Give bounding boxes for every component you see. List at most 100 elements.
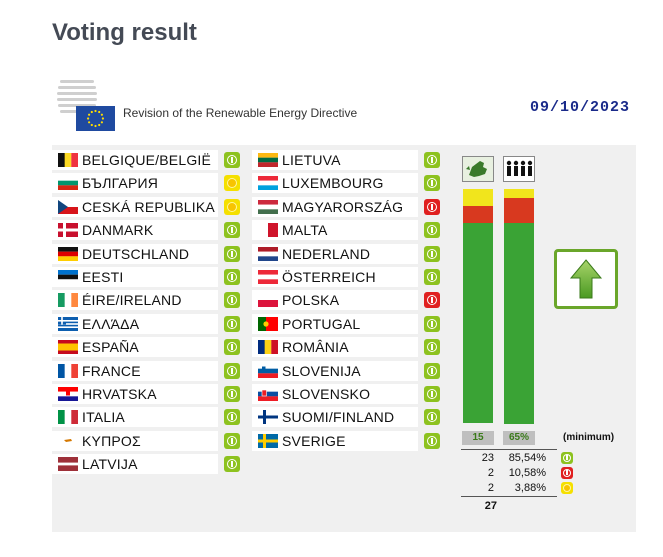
country-row-be: BELGIQUE/BELGIË bbox=[52, 150, 218, 170]
flag-fr-icon bbox=[58, 363, 78, 378]
flag-lt-icon bbox=[258, 153, 278, 168]
flag-hu-icon bbox=[258, 199, 278, 214]
country-name: ROMÂNIA bbox=[282, 339, 349, 356]
vote-dot bbox=[427, 435, 437, 446]
vote-mark bbox=[431, 344, 433, 351]
country-name: HRVATSKA bbox=[82, 386, 157, 402]
vote-yes-icon bbox=[424, 175, 440, 192]
vote-mark bbox=[431, 274, 433, 280]
vote-dot bbox=[227, 435, 237, 446]
bar-segment-yes bbox=[463, 223, 493, 423]
vote-yes-icon bbox=[424, 339, 440, 356]
vote-abstain-icon bbox=[224, 175, 240, 192]
bar-segment-no bbox=[504, 198, 534, 223]
tally-percent: 3,88% bbox=[514, 482, 546, 494]
vote-dot bbox=[227, 365, 237, 376]
vote-dot bbox=[427, 318, 437, 329]
vote-yes-icon bbox=[424, 409, 440, 426]
country-row-ee: EESTI bbox=[52, 267, 218, 287]
vote-yes-icon bbox=[424, 245, 440, 262]
vote-yes-icon bbox=[424, 222, 440, 239]
vote-dot bbox=[427, 389, 437, 399]
country-name: LATVIJA bbox=[82, 456, 138, 473]
flag-bg-icon bbox=[58, 176, 78, 191]
vote-yes-icon bbox=[424, 315, 440, 332]
vote-dot bbox=[227, 201, 237, 212]
eu-flag-icon bbox=[76, 106, 115, 131]
vote-dot bbox=[427, 272, 437, 282]
vote-dot bbox=[227, 155, 237, 165]
flag-cz-icon bbox=[58, 199, 78, 214]
vote-mark bbox=[231, 250, 233, 257]
country-name: DANMARK bbox=[82, 222, 154, 239]
vote-yes-icon bbox=[224, 245, 240, 262]
vote-yes-icon bbox=[224, 222, 240, 239]
country-row-pt: PORTUGAL bbox=[252, 313, 418, 334]
country-name: EESTI bbox=[82, 269, 124, 285]
vote-dot bbox=[427, 365, 437, 376]
header-strip bbox=[52, 77, 636, 145]
vote-dot bbox=[227, 389, 237, 399]
vote-dot bbox=[563, 469, 571, 477]
vote-abstain-icon bbox=[224, 198, 240, 215]
vote-dot bbox=[227, 295, 237, 306]
vote-dot bbox=[227, 342, 237, 353]
vote-yes-icon bbox=[224, 409, 240, 426]
tally-percent: 85,54% bbox=[508, 452, 546, 464]
eu-map-icon bbox=[462, 156, 494, 182]
vote-mark bbox=[231, 297, 233, 304]
vote-yes-icon bbox=[561, 452, 573, 464]
vote-mark bbox=[231, 414, 233, 421]
vote-yes-icon bbox=[224, 269, 240, 285]
vote-dot bbox=[227, 225, 237, 236]
vote-yes-icon bbox=[424, 432, 440, 449]
vote-mark bbox=[431, 297, 433, 304]
country-row-sk: SLOVENSKO bbox=[252, 384, 418, 404]
country-name: FRANCE bbox=[82, 362, 141, 379]
country-name: DEUTSCHLAND bbox=[82, 245, 190, 262]
vote-dot bbox=[427, 295, 437, 306]
tally-count: 2 bbox=[487, 482, 494, 494]
vote-mark bbox=[431, 367, 433, 374]
flag-ie-icon bbox=[58, 293, 78, 308]
bar-segment-yes bbox=[504, 223, 534, 424]
tally-count: 23 bbox=[481, 452, 494, 464]
vote-dot bbox=[227, 318, 237, 329]
country-row-lu: LUXEMBOURG bbox=[252, 173, 418, 194]
vote-no-icon bbox=[561, 467, 573, 479]
country-name: SVERIGE bbox=[282, 432, 346, 449]
population-threshold: 65% bbox=[503, 431, 535, 445]
flag-mt-icon bbox=[258, 223, 278, 238]
vote-yes-icon bbox=[224, 386, 240, 402]
vote-mark bbox=[431, 180, 433, 187]
vote-dot bbox=[563, 454, 571, 462]
tally-percent: 10,58% bbox=[508, 467, 546, 479]
flag-ro-icon bbox=[258, 340, 278, 355]
vote-mark bbox=[431, 414, 433, 421]
bar-segment-abstain bbox=[463, 189, 493, 206]
country-row-si: SLOVENIJA bbox=[252, 360, 418, 381]
flag-it-icon bbox=[58, 410, 78, 425]
vote-yes-icon bbox=[424, 386, 440, 402]
country-name: SUOMI/FINLAND bbox=[282, 409, 395, 426]
vote-dot bbox=[427, 178, 437, 189]
vote-dot bbox=[427, 412, 437, 423]
country-row-it: ITALIA bbox=[52, 407, 218, 428]
country-row-fr: FRANCE bbox=[52, 360, 218, 381]
country-name: ΚΥΠΡΟΣ bbox=[82, 432, 141, 449]
people-icon bbox=[503, 156, 535, 182]
country-row-lv: LATVIJA bbox=[52, 454, 218, 475]
vote-dot bbox=[563, 484, 571, 492]
country-row-ro: ROMÂNIA bbox=[252, 337, 418, 358]
country-name: NEDERLAND bbox=[282, 245, 371, 262]
vote-mark bbox=[231, 437, 233, 444]
flag-at-icon bbox=[258, 270, 278, 285]
country-name: PORTUGAL bbox=[282, 315, 361, 332]
vote-dot bbox=[227, 178, 237, 189]
country-row-se: SVERIGE bbox=[252, 430, 418, 451]
country-name: БЪЛГАРИЯ bbox=[82, 175, 159, 192]
country-name: ITALIA bbox=[82, 409, 125, 426]
country-name: SLOVENIJA bbox=[282, 362, 361, 379]
flag-pt-icon bbox=[258, 316, 278, 331]
country-name: BELGIQUE/BELGIË bbox=[82, 152, 212, 168]
